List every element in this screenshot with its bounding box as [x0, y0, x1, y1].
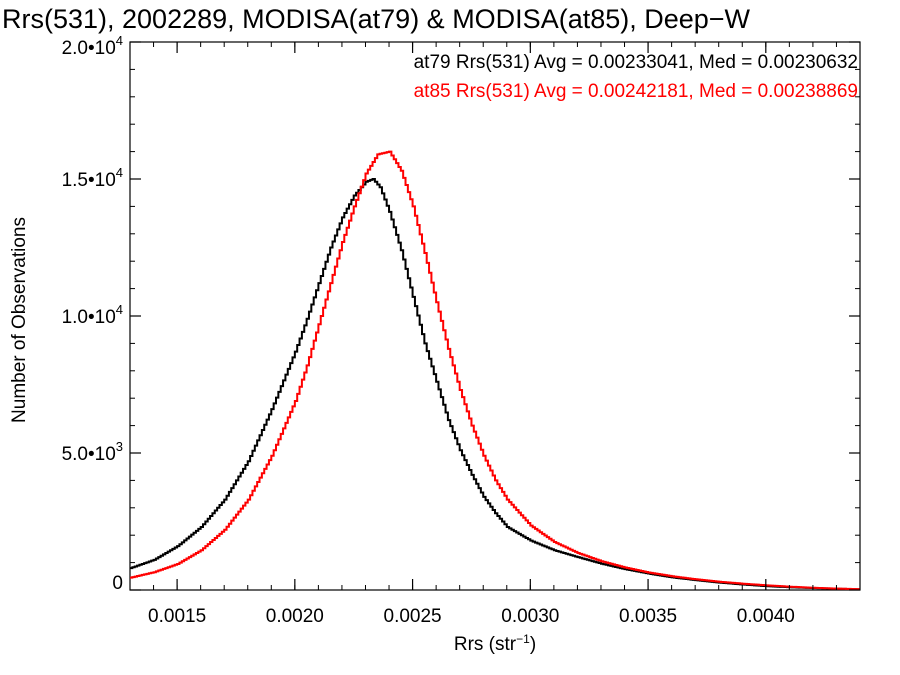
- series-layer: [130, 150, 860, 590]
- y-tick-label-mantissa: 0: [112, 573, 123, 594]
- y-tick-label: 2.0•104: [62, 33, 123, 59]
- x-axis-label: Rrs (str−1): [454, 632, 536, 655]
- tick-labels: 0.0015 0.0020 0.0025 0.0030 0.0035 0.0040 0 5.0…: [62, 33, 795, 627]
- y-tick-label-exponent: 4: [116, 33, 123, 48]
- x-tick-label: 0.0040: [737, 606, 795, 627]
- x-axis-label-exponent: −1: [516, 632, 530, 646]
- series-line-at85: [130, 150, 860, 590]
- y-tick-label: 1.5•104: [62, 165, 123, 191]
- y-tick-label-mantissa: 1.5•10: [62, 170, 116, 191]
- y-tick-label-exponent: 4: [116, 165, 123, 180]
- y-tick-label-exponent: 4: [116, 302, 123, 317]
- y-tick-label-mantissa: 1.0•10: [62, 307, 116, 328]
- annotation-at79: at79 Rrs(531) Avg = 0.00233041, Med = 0.…: [414, 52, 858, 73]
- x-axis-label-text: Rrs (str: [454, 634, 517, 655]
- x-tick-label: 0.0030: [501, 606, 559, 627]
- chart-title: Rrs(531), 2002289, MODISA(at79) & MODISA…: [2, 4, 751, 34]
- y-tick-label-mantissa: 5.0•10: [62, 444, 116, 465]
- x-tick-label: 0.0025: [384, 606, 442, 627]
- tick-marks: [129, 41, 861, 591]
- y-tick-label-exponent: 3: [116, 439, 123, 454]
- x-tick-label: 0.0015: [148, 606, 206, 627]
- annotation-at85: at85 Rrs(531) Avg = 0.00242181, Med = 0.…: [414, 81, 858, 102]
- y-tick-label: 0: [112, 573, 123, 594]
- plot-area: [129, 41, 861, 591]
- y-axis-label: Number of Observations: [9, 217, 30, 423]
- x-tick-label: 0.0035: [619, 606, 677, 627]
- x-tick-label: 0.0020: [266, 606, 324, 627]
- plot-frame: [129, 41, 861, 591]
- y-tick-label: 5.0•103: [62, 439, 123, 465]
- y-tick-label-mantissa: 2.0•10: [62, 38, 116, 59]
- x-axis-label-close: ): [530, 634, 536, 655]
- y-tick-label: 1.0•104: [62, 302, 123, 328]
- series-line-at79: [130, 178, 860, 590]
